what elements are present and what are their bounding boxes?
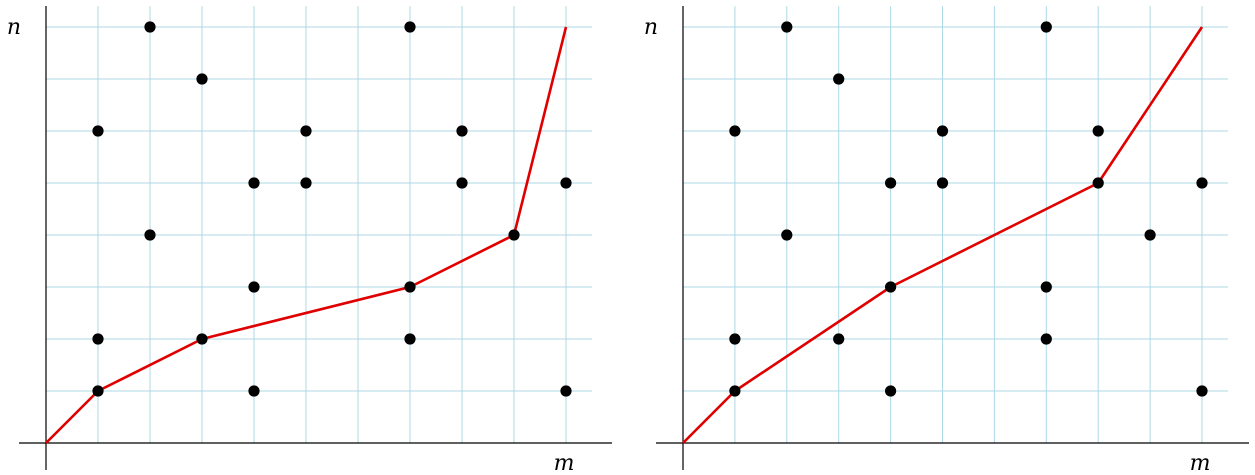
lattice-point: [248, 385, 260, 397]
lattice-point: [781, 21, 793, 33]
lattice-point: [1196, 177, 1208, 189]
lattice-point: [92, 125, 104, 137]
lattice-point: [729, 385, 741, 397]
lattice-point: [1040, 21, 1052, 33]
y-axis-label: n: [7, 15, 21, 40]
lattice-point: [248, 281, 260, 293]
lattice-point: [1040, 333, 1052, 345]
left-panel: nm: [7, 6, 612, 475]
lattice-point: [1040, 281, 1052, 293]
lattice-point: [508, 229, 520, 241]
lattice-point: [144, 229, 156, 241]
lattice-point: [404, 333, 416, 345]
lattice-point: [144, 21, 156, 33]
lattice-point: [936, 125, 949, 137]
lattice-point: [885, 385, 897, 397]
y-axis-label: n: [644, 15, 658, 40]
lattice-point: [833, 333, 845, 345]
lattice-point: [92, 333, 104, 345]
lattice-point: [885, 281, 897, 293]
lattice-point: [404, 281, 416, 293]
lattice-point: [729, 333, 741, 345]
lattice-point: [92, 385, 104, 397]
lattice-point: [1144, 229, 1156, 241]
lattice-point: [885, 177, 897, 189]
lattice-point: [729, 125, 741, 137]
lattice-point: [248, 177, 260, 189]
lattice-point: [456, 125, 468, 137]
x-axis-label: m: [554, 451, 575, 475]
lattice-point: [560, 385, 572, 397]
lattice-point: [1092, 125, 1104, 137]
x-axis-label: m: [1190, 451, 1211, 475]
lattice-point: [300, 125, 312, 137]
lattice-point: [196, 73, 208, 85]
lattice-point: [560, 177, 572, 189]
right-panel: nm: [644, 6, 1249, 475]
grid: [46, 6, 592, 443]
path-line: [45, 26, 568, 444]
lattice-point: [1092, 177, 1104, 189]
lattice-point: [781, 229, 793, 241]
lattice-point: [456, 177, 468, 189]
lattice-point: [196, 333, 208, 345]
grid: [683, 6, 1228, 443]
lattice-point: [936, 177, 949, 189]
lattice-point: [833, 73, 845, 85]
lattice-point: [300, 177, 312, 189]
lattice-point: [1196, 385, 1208, 397]
lattice-point: [404, 21, 416, 33]
